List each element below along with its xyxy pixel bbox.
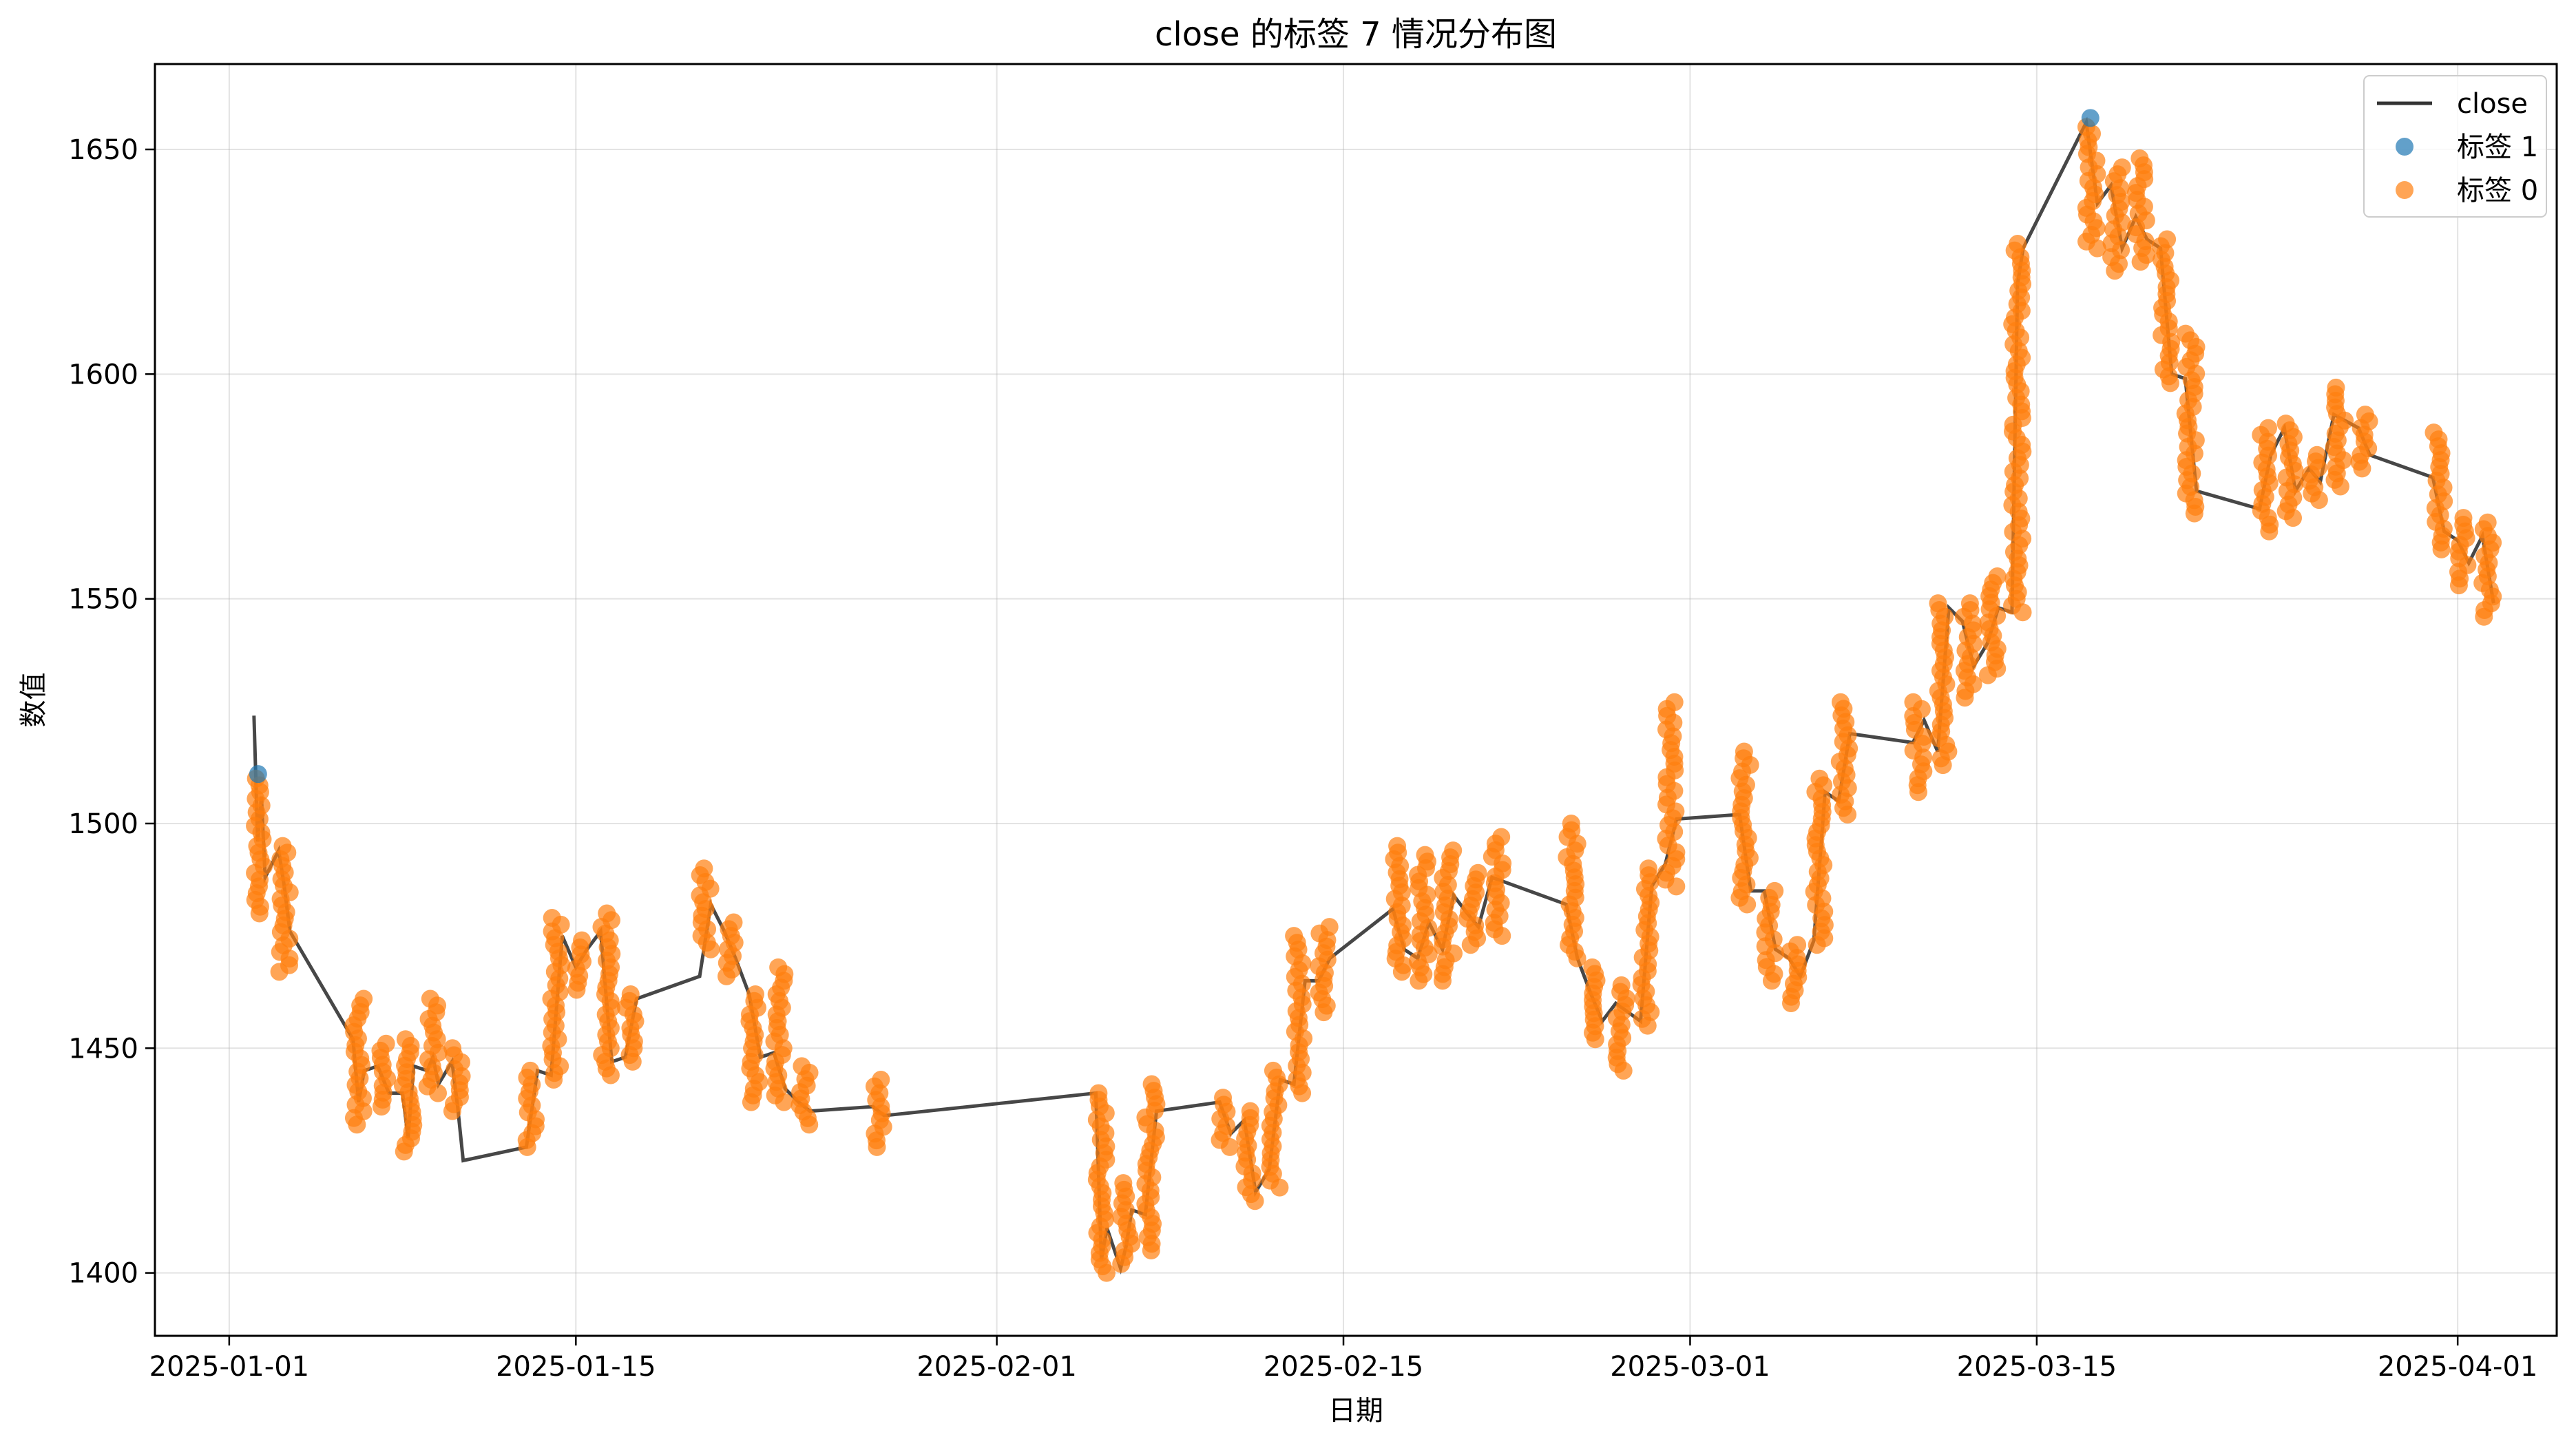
label0-point [2009,235,2027,253]
label0-point [2158,230,2177,249]
label0-point [1639,859,1657,878]
label0-point [443,1039,462,1058]
legend-label: 标签 0 [2457,175,2538,207]
x-axis-label: 日期 [1328,1395,1383,1427]
label1-point [2081,109,2099,127]
label0-point [1388,837,1407,855]
label0-point [1612,976,1631,994]
label0-point [2307,446,2326,464]
grid [155,64,2557,1336]
label0-point [746,985,764,1003]
label0-point [1766,881,1784,900]
label0-point [521,1061,540,1080]
x-tick-label: 2025-02-01 [917,1351,1076,1383]
label0-point [1929,594,1947,613]
label0-point [1469,863,1487,882]
label0-point [1114,1174,1133,1193]
legend-dot-swatch [2396,138,2413,156]
label0-point [1583,958,1602,976]
label0-point [769,958,788,976]
label0-point [543,909,561,928]
legend: close 标签 1 标签 0 [2363,75,2547,218]
label1-point [249,765,267,784]
label0-point [1562,814,1580,832]
label0-point [1416,846,1434,864]
plot-frame [154,63,2558,1337]
label0-point [793,1057,811,1076]
legend-label: close [2457,88,2528,120]
label0-point [724,913,743,932]
label0-point [1788,936,1807,954]
label0-point [1285,927,1303,945]
label0-point [2454,509,2473,527]
x-tick-label: 2025-04-01 [2378,1351,2537,1383]
y-tick-label: 1550 [68,584,138,616]
chart-title: close 的标签 7 情况分布图 [1155,15,1557,54]
label0-point [1089,1084,1108,1102]
label0-point [1264,1061,1282,1080]
y-tick-label: 1450 [68,1033,138,1065]
y-tick-label: 1600 [68,359,138,390]
x-tick-label: 2025-01-15 [496,1351,656,1383]
label0-point [2478,513,2497,532]
label0-point [1241,1102,1259,1120]
label0-point [621,985,640,1003]
y-tick-label: 1500 [68,808,138,840]
label0-point [1142,1075,1161,1093]
label0-point [355,989,373,1008]
label0-point [573,931,591,950]
label0-point [598,904,616,923]
label0-point [421,989,439,1008]
label0-point [1810,769,1829,788]
axis-ticks: 2025-01-01 2025-01-15 2025-02-01 2025-02-15… [68,134,2537,1383]
x-tick-label: 2025-02-15 [1264,1351,1423,1383]
label0-point [695,859,713,878]
label0-point [1960,594,1979,613]
legend-label: 标签 1 [2457,132,2538,163]
label0-point [1831,693,1850,711]
label0-point [2113,158,2131,177]
label0-point [1320,918,1339,936]
label0-point [2130,149,2149,168]
label0-point [1904,693,1923,711]
label0-point [1214,1089,1233,1107]
x-tick-label: 2025-03-15 [1957,1351,2117,1383]
label0-point [1988,567,2007,586]
label0-point [2327,378,2345,397]
series-label0-points [246,118,2502,1282]
x-tick-label: 2025-03-01 [1610,1351,1770,1383]
label0-point [2425,423,2443,442]
label0-point [273,837,292,855]
label0-point [2276,415,2295,433]
label0-point [1444,841,1463,860]
legend-dot-swatch [2396,181,2413,199]
label0-point [2176,324,2195,343]
label0-point [396,1030,415,1049]
legend-box [2363,75,2547,218]
label0-point [1665,693,1684,711]
x-tick-label: 2025-01-01 [149,1351,309,1383]
label0-point [2356,406,2374,424]
label0-point [872,1070,890,1089]
y-tick-label: 1400 [68,1258,138,1290]
label0-point [377,1034,395,1053]
label0-point [1735,742,1753,761]
y-tick-label: 1650 [68,134,138,166]
label0-point [1492,828,1511,846]
label0-point [2259,419,2278,437]
y-axis-label: 数值 [18,673,50,728]
series-label1-points [249,109,2099,784]
